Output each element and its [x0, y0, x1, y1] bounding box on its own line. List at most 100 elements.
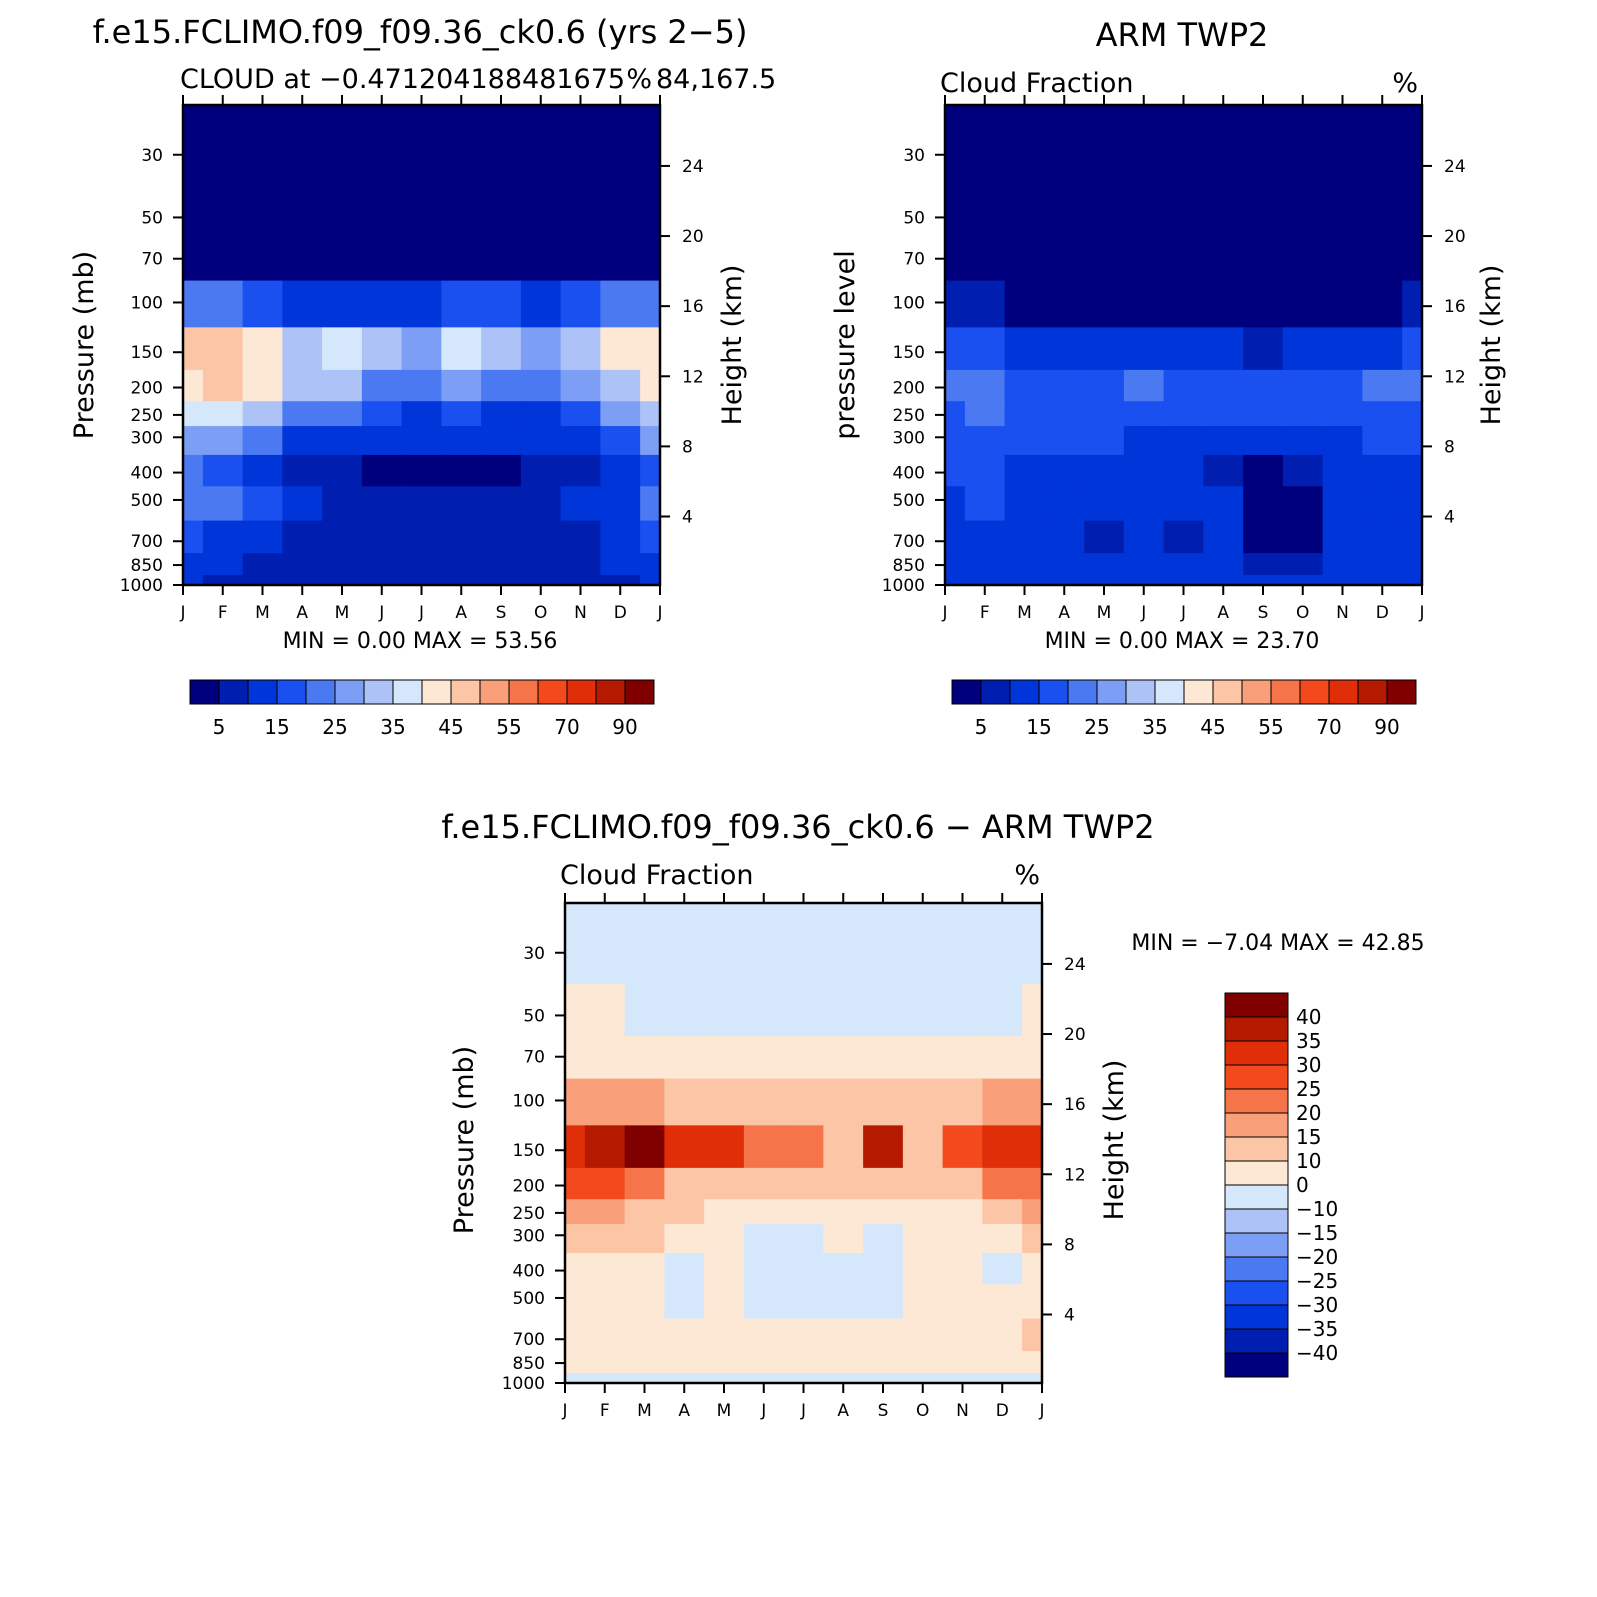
field-cell — [1084, 454, 1125, 487]
field-cells — [183, 105, 661, 586]
field-cell — [1084, 486, 1125, 522]
field-cell — [624, 1318, 665, 1352]
field-cell — [1282, 486, 1324, 522]
field-cell — [823, 1224, 864, 1254]
field-cell — [183, 575, 204, 586]
field-cell — [823, 1284, 864, 1320]
colorbar-swatch — [363, 679, 394, 705]
field-cell — [823, 1078, 864, 1126]
field-cell — [1004, 238, 1045, 282]
field-cell — [945, 401, 966, 427]
field-cell — [823, 1036, 864, 1080]
colorbar-swatch — [566, 679, 597, 705]
field-cell — [863, 1125, 904, 1169]
field-cell — [560, 186, 601, 239]
field-cell — [1163, 553, 1204, 576]
field-cell — [863, 1224, 904, 1254]
field-cell — [441, 238, 482, 282]
field-cell — [1362, 105, 1403, 187]
field-cell — [743, 1036, 785, 1080]
field-cell — [242, 520, 283, 554]
height-tick-label: 20 — [682, 227, 704, 247]
field-cell — [1123, 238, 1165, 282]
field-cell — [664, 984, 705, 1037]
field-cell — [664, 1318, 705, 1352]
field-cell — [202, 369, 244, 402]
field-cell — [1282, 186, 1324, 239]
field-cell — [902, 1199, 944, 1225]
field-cell — [1362, 426, 1403, 456]
field-cell — [242, 486, 283, 522]
field-cell — [964, 520, 1006, 554]
field-cell — [600, 426, 641, 456]
panel-obs-cloud: ARM TWP2 Cloud Fraction % J F M A M J J A S O N D J 3… — [830, 16, 1507, 739]
field-cell — [584, 1373, 626, 1384]
field-cell — [560, 280, 601, 328]
field-cell — [1322, 426, 1363, 456]
field-cell — [704, 903, 745, 985]
field-cell — [322, 401, 363, 427]
colorbar-swatch — [1357, 679, 1388, 705]
colorbar-swatch — [1096, 679, 1127, 705]
height-tick-label: 8 — [1064, 1235, 1075, 1255]
field-cell — [902, 984, 944, 1037]
field-cell — [560, 553, 601, 576]
field-cell — [560, 105, 601, 187]
field-cell — [1163, 401, 1204, 427]
height-tick-label: 24 — [682, 157, 704, 177]
field-cell — [964, 426, 1006, 456]
field-cell — [520, 553, 562, 576]
x-tick-label: D — [1376, 603, 1389, 623]
field-cell — [1123, 575, 1165, 586]
x-tick-label: F — [600, 1401, 610, 1421]
field-cell — [202, 454, 244, 487]
colorbar-swatch — [1299, 679, 1330, 705]
height-tick-label: 4 — [1064, 1306, 1075, 1326]
field-cell — [624, 1224, 665, 1254]
y-tick-label: 300 — [513, 1226, 545, 1246]
field-cell — [282, 186, 323, 239]
field-cell — [361, 486, 403, 522]
colorbar: 5 15 25 35 45 55 70 90 — [951, 679, 1417, 739]
field-cell — [322, 454, 363, 487]
field-cell — [1322, 105, 1363, 187]
field-cell — [982, 1199, 1023, 1225]
field-cell — [1362, 486, 1403, 522]
field-cell — [584, 984, 626, 1037]
field-cell — [242, 426, 283, 456]
field-cell — [481, 327, 522, 371]
colorbar-label: 25 — [322, 715, 347, 739]
colorbar-swatch — [624, 679, 655, 705]
field-cell — [1402, 401, 1423, 427]
field-cell — [1282, 238, 1324, 282]
min-max-label: MIN = −7.04 MAX = 42.85 — [1131, 931, 1424, 956]
field-cell — [202, 426, 244, 456]
field-cell — [1402, 369, 1423, 402]
field-cell — [401, 520, 442, 554]
field-cell — [982, 1078, 1023, 1126]
field-cell — [242, 238, 283, 282]
y-tick-label: 500 — [131, 491, 163, 511]
y-tick-label: 850 — [131, 556, 163, 576]
field-cell — [704, 1252, 745, 1285]
field-cell — [401, 238, 442, 282]
x-tick-label: J — [1418, 603, 1424, 623]
field-cell — [664, 1252, 705, 1285]
field-cell — [600, 186, 641, 239]
colorbar-swatch — [276, 679, 307, 705]
colorbar-swatch — [218, 679, 249, 705]
field-cell — [1084, 105, 1125, 187]
field-cell — [1004, 454, 1045, 487]
field-cell — [664, 1167, 705, 1200]
field-cell — [945, 575, 966, 586]
field-cell — [1123, 186, 1165, 239]
field-cell — [823, 1318, 864, 1352]
field-cell — [401, 426, 442, 456]
x-tick-label: A — [1058, 603, 1070, 623]
field-cell — [481, 186, 522, 239]
colorbar-label: 35 — [1142, 715, 1167, 739]
x-tick-label: J — [561, 1401, 567, 1421]
field-cell — [942, 1351, 983, 1374]
colorbar-swatch — [1224, 1016, 1289, 1042]
field-cell — [401, 280, 442, 328]
